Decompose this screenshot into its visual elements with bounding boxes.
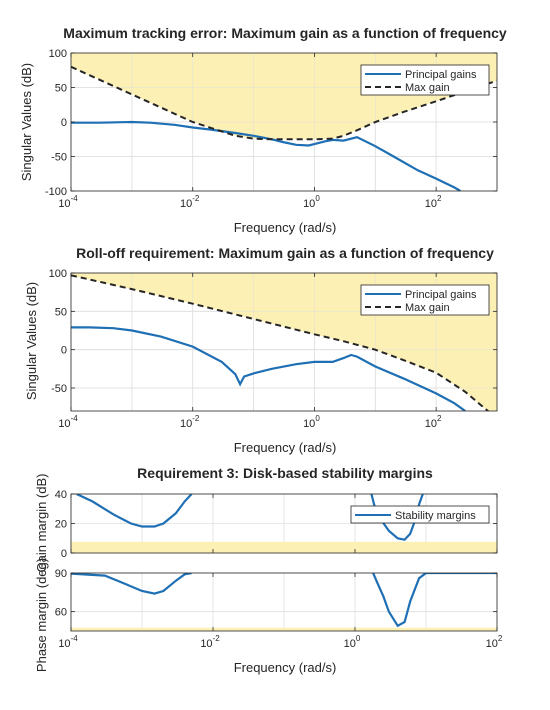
legend-box: [350, 505, 490, 524]
chart-2-ylabel: Singular Values (dB): [24, 282, 39, 400]
y-tick-label: -100: [45, 186, 67, 198]
legend-box: [360, 64, 490, 96]
plot-area-3-gain: 0 20 40 Stability margins: [55, 489, 498, 560]
chart-3-gain-ylabel: Gain margin (dB): [34, 474, 49, 573]
axes-frame: [70, 272, 498, 412]
chart-2-xlabel: Frequency (rad/s): [234, 440, 337, 455]
y-tick-label: 0: [61, 345, 67, 357]
violation-band: [71, 541, 497, 553]
max-gain-legend-label: Max gain: [405, 302, 450, 314]
y-tick-label: 0: [61, 548, 67, 560]
max-gain-line: [71, 65, 497, 141]
y-tick-label: -50: [51, 152, 67, 164]
chart-3-title: Requirement 3: Disk-based stability marg…: [137, 465, 433, 481]
y-tick-label: 100: [49, 48, 67, 60]
stability-margins-line: [372, 573, 497, 628]
y-tick-label: 50: [55, 306, 67, 318]
chart-3-phase-ylabel: Phase margin (deg): [34, 558, 49, 672]
chart-roll-off: Roll-off requirement: Maximum gain as a …: [24, 245, 498, 455]
y-tick-label: 40: [55, 489, 67, 501]
chart-2-title: Roll-off requirement: Maximum gain as a …: [76, 245, 494, 261]
chart-3-xlabel: Frequency (rad/s): [234, 660, 337, 675]
stability-margins-line: [76, 494, 193, 528]
chart-1-title: Maximum tracking error: Maximum gain as …: [63, 25, 507, 41]
axes-frame: [70, 572, 498, 632]
chart-1-xlabel: Frequency (rad/s): [234, 220, 337, 235]
violation-band: [71, 627, 497, 631]
principal-gains-line: [71, 326, 466, 411]
stability-margins-legend-label: Stability margins: [395, 510, 476, 522]
principal-gains-legend-label: Principal gains: [405, 69, 477, 81]
y-tick-label: 60: [55, 607, 67, 619]
y-tick-label: 20: [55, 519, 67, 531]
chart-stability-margins: Requirement 3: Disk-based stability marg…: [34, 465, 503, 675]
y-tick-label: 0: [61, 117, 67, 129]
y-tick-label: 90: [55, 568, 67, 580]
chart-1-ylabel: Singular Values (dB): [19, 63, 34, 181]
y-tick-label: 50: [55, 83, 67, 95]
legend-box: [360, 284, 490, 316]
max-gain-legend-label: Max gain: [405, 82, 450, 94]
stability-margins-line: [71, 573, 192, 595]
principal-gains-line: [71, 120, 461, 191]
y-tick-label: -50: [51, 383, 67, 395]
max-gain-line: [71, 274, 490, 411]
principal-gains-legend-label: Principal gains: [405, 289, 477, 301]
y-tick-label: 100: [49, 268, 67, 280]
